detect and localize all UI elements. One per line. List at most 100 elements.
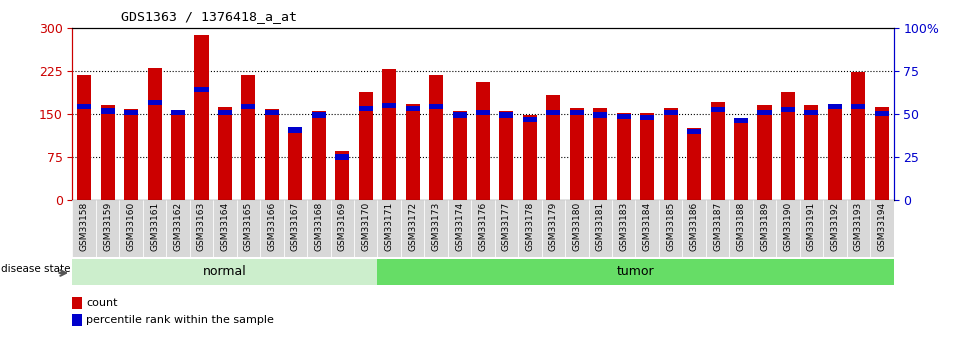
Bar [194,87,209,92]
Bar [781,92,795,200]
Bar [218,110,232,115]
Text: GSM33185: GSM33185 [667,202,675,251]
Bar [523,115,537,200]
Bar [523,117,537,122]
Text: GSM33172: GSM33172 [408,202,417,251]
Bar [823,200,846,257]
Text: GSM33163: GSM33163 [197,202,206,251]
Text: GSM33174: GSM33174 [455,202,464,251]
Bar [570,110,583,115]
Bar [734,118,748,124]
Bar [664,108,678,200]
Text: GSM33161: GSM33161 [150,202,159,251]
Text: percentile rank within the sample: percentile rank within the sample [86,315,273,325]
Text: GSM33193: GSM33193 [854,202,863,251]
Text: GSM33192: GSM33192 [831,202,839,251]
Bar [640,115,654,120]
Bar [452,111,467,200]
Bar [753,200,777,257]
Text: GSM33169: GSM33169 [338,202,347,251]
Bar [711,107,724,112]
Bar [542,200,565,257]
Bar [659,200,682,257]
Text: GSM33183: GSM33183 [619,202,628,251]
Bar [518,200,542,257]
Bar [729,200,753,257]
Text: GSM33189: GSM33189 [760,202,769,251]
Bar [288,128,302,200]
Bar [588,200,612,257]
Bar [237,200,260,257]
Text: GSM33166: GSM33166 [268,202,276,251]
Bar [711,102,724,200]
Bar [424,200,448,257]
Text: GSM33188: GSM33188 [736,202,746,251]
Bar [401,200,424,257]
Bar [476,82,490,200]
Text: GSM33165: GSM33165 [243,202,253,251]
Text: GSM33164: GSM33164 [220,202,230,251]
Bar [124,109,138,200]
Bar [781,107,795,112]
Bar [682,200,706,257]
Bar [406,104,419,200]
Bar [358,106,373,111]
Bar [471,200,495,257]
Bar [664,110,678,115]
Bar [612,200,636,257]
Text: GSM33159: GSM33159 [103,202,112,251]
Bar [875,107,889,200]
Bar [171,111,185,200]
Bar [120,200,143,257]
Bar [547,95,560,200]
Text: count: count [86,298,118,308]
Text: GSM33194: GSM33194 [877,202,887,251]
Bar [757,105,772,200]
Bar [828,104,842,109]
Bar [495,200,518,257]
Bar [72,200,96,257]
Text: GSM33179: GSM33179 [549,202,558,251]
Bar [77,104,91,109]
Bar [213,200,237,257]
Bar [378,259,905,285]
Text: GSM33190: GSM33190 [783,202,792,251]
Bar [406,106,419,111]
Bar [171,110,185,115]
Text: tumor: tumor [616,265,654,278]
Text: GSM33186: GSM33186 [690,202,698,251]
Bar [72,297,82,309]
Bar [284,200,307,257]
Bar [189,200,213,257]
Bar [616,114,631,119]
Text: GSM33158: GSM33158 [79,202,89,251]
Text: GDS1363 / 1376418_a_at: GDS1363 / 1376418_a_at [121,10,297,23]
Text: GSM33187: GSM33187 [713,202,723,251]
Bar [148,100,161,105]
Bar [499,112,514,118]
Bar [499,111,514,200]
Bar [330,200,354,257]
Bar [358,92,373,200]
Text: GSM33162: GSM33162 [174,202,183,251]
Bar [640,113,654,200]
Bar [800,200,823,257]
Bar [851,104,866,109]
Text: GSM33180: GSM33180 [572,202,582,251]
Bar [448,200,471,257]
Text: GSM33176: GSM33176 [478,202,488,251]
Bar [265,109,279,200]
Text: disease state: disease state [2,264,71,274]
Bar [143,200,166,257]
Bar [875,111,889,117]
Bar [242,75,255,200]
Bar [687,128,701,134]
Bar [312,112,326,118]
Bar [335,155,350,159]
Bar [593,112,608,118]
Bar [288,127,302,132]
Bar [593,108,608,200]
Bar [429,104,443,109]
Bar [429,75,443,200]
Bar [476,110,490,115]
